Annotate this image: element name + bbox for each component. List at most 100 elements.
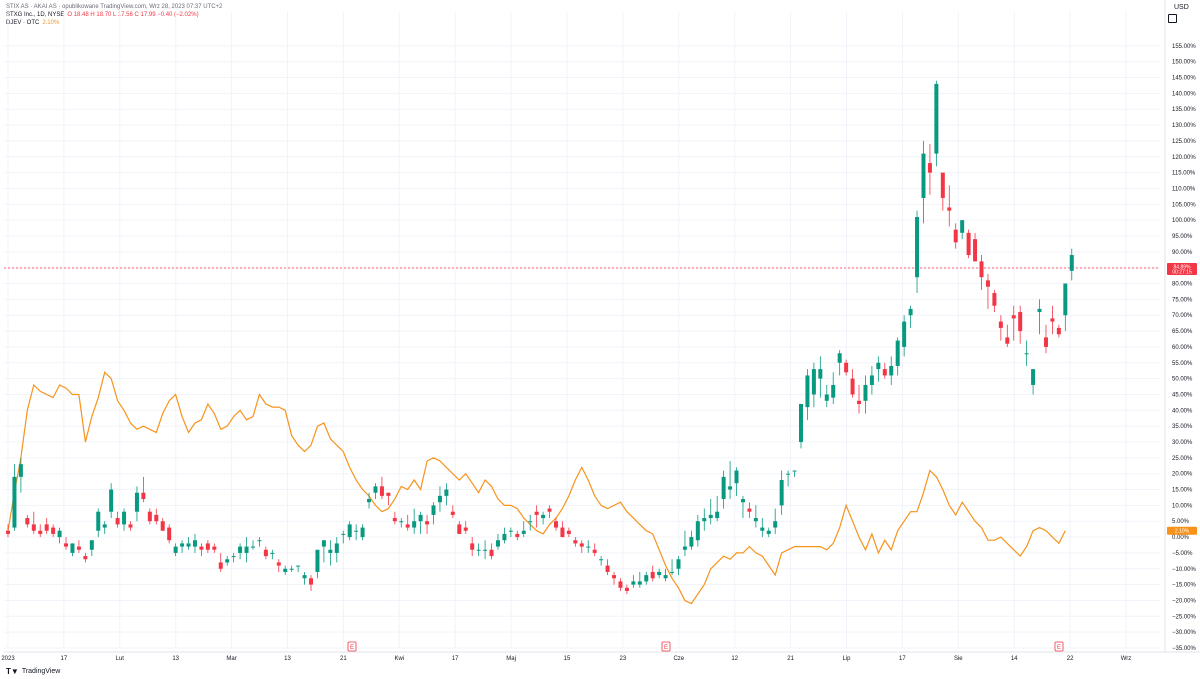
candle	[154, 508, 159, 525]
candle	[592, 543, 597, 557]
candle-body	[160, 521, 165, 531]
y-tick-label: 110.00%	[1172, 186, 1196, 192]
candle-body	[521, 530, 526, 534]
candle	[167, 524, 172, 544]
y-tick-label: 25.00%	[1172, 456, 1193, 462]
price-badge-text: 84.89%	[1174, 265, 1192, 271]
candle-body	[147, 511, 152, 522]
candle-body	[470, 543, 475, 550]
compare-series-line	[7, 371, 1066, 605]
candle-body	[1037, 308, 1042, 313]
candle-body	[167, 527, 172, 541]
candle-body	[605, 565, 610, 572]
candle-body	[1069, 255, 1074, 271]
y-tick-label: 30.00%	[1172, 440, 1193, 446]
price-badges: 84.89%00:27:15 2.10%	[1167, 263, 1197, 535]
candle-body	[560, 527, 565, 538]
candle	[354, 524, 359, 541]
candle	[915, 210, 920, 294]
candle-body	[199, 546, 204, 550]
candle-body	[128, 524, 133, 528]
candle-body	[618, 581, 623, 588]
y-tick-label: 100.00%	[1172, 218, 1196, 224]
currency-label[interactable]: USD	[1174, 4, 1189, 11]
candle-body	[180, 543, 185, 547]
tradingview-logo[interactable]: T▼ TradingView	[6, 667, 60, 676]
candle-body	[657, 571, 662, 576]
y-tick-label: 120.00%	[1172, 155, 1196, 161]
candle-body	[392, 518, 397, 522]
candles-layer	[6, 80, 1074, 595]
candle	[173, 543, 178, 557]
alert-bell-icon[interactable]	[1168, 14, 1177, 23]
candle-body	[457, 524, 462, 534]
compare-symbol-name[interactable]: DJEV · OTC	[6, 20, 40, 26]
candle-body	[76, 546, 81, 550]
candle-body	[495, 540, 500, 547]
candle	[753, 505, 758, 528]
candle	[895, 337, 900, 376]
candle	[850, 369, 855, 398]
candle	[276, 559, 281, 572]
candle	[953, 223, 958, 249]
symbol-name[interactable]: STXG Inc., 1D, NYSE	[6, 12, 65, 18]
y-tick-label: 55.00%	[1172, 361, 1193, 367]
publisher-line: STIX AS · AKAI AS · opublikowane Trading…	[6, 4, 223, 10]
price-badge-countdown: 00:27:15	[1172, 270, 1192, 276]
candle-body	[463, 527, 468, 531]
x-tick-label: 23	[620, 656, 627, 662]
candle-body	[276, 562, 281, 566]
candle	[811, 362, 816, 408]
candle	[792, 470, 797, 477]
candle-body	[334, 543, 339, 553]
candle	[650, 565, 655, 582]
candle	[38, 524, 43, 538]
grid-lines	[4, 12, 1160, 649]
x-tick-label: Lip	[842, 656, 851, 662]
candle	[309, 575, 314, 591]
candle-body	[708, 514, 713, 519]
candle	[302, 571, 307, 585]
y-tick-label: 115.00%	[1172, 171, 1196, 177]
candle	[747, 502, 752, 519]
candle-body	[64, 543, 69, 547]
candle-body	[218, 562, 223, 569]
y-tick-label: −20.00%	[1172, 598, 1197, 604]
candle-body	[437, 495, 442, 503]
x-tick-label: 17	[899, 656, 906, 662]
candle	[857, 384, 862, 414]
y-tick-label: 145.00%	[1172, 76, 1196, 82]
y-tick-label: 155.00%	[1172, 44, 1196, 50]
candle-body	[450, 511, 455, 515]
candle-body	[740, 499, 745, 503]
candle	[109, 483, 114, 519]
candle	[534, 505, 539, 528]
candle	[695, 514, 700, 547]
candle-body	[554, 521, 558, 528]
candle-body	[1043, 337, 1048, 347]
candle	[560, 521, 565, 538]
candle	[244, 537, 249, 563]
candle-body	[998, 321, 1003, 328]
candle	[399, 518, 404, 528]
candle	[566, 527, 571, 538]
candle-body	[624, 587, 629, 591]
y-tick-label: −10.00%	[1172, 567, 1197, 573]
candle-body	[863, 384, 868, 401]
candle-body	[476, 549, 481, 551]
candle	[57, 527, 62, 544]
candle	[798, 403, 803, 449]
candle	[1063, 283, 1068, 332]
candle	[437, 486, 442, 512]
candle	[450, 505, 455, 519]
candle-body	[212, 546, 217, 550]
candle	[76, 540, 81, 553]
candle-body	[315, 549, 320, 572]
candle	[64, 537, 69, 550]
candle-body	[386, 492, 391, 496]
candle	[715, 495, 720, 522]
candle-body	[985, 280, 990, 287]
candle	[818, 356, 823, 398]
candle-body	[347, 524, 352, 538]
